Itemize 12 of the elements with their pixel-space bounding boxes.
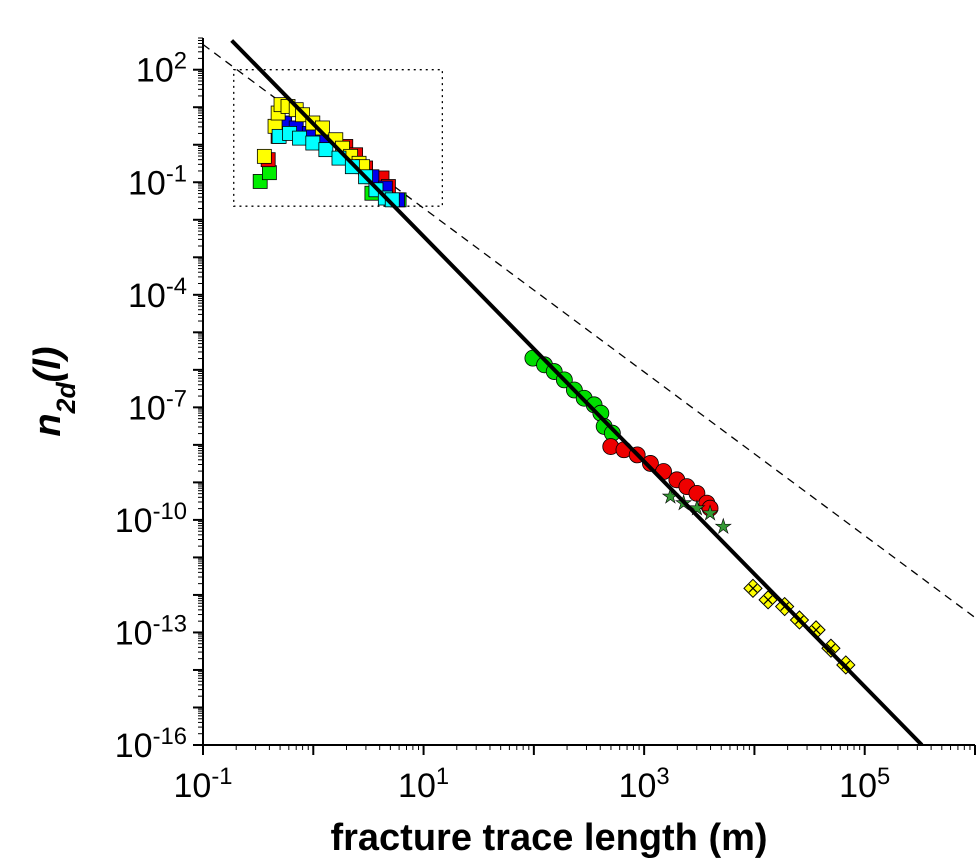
x-tick-label: 10$^{-1}$ (174, 762, 232, 805)
y-tick-label: 10$^{-1}$ (128, 160, 187, 202)
y-tick-label: 10$^{-10}$ (114, 497, 187, 540)
y-tick-label: 10$^{-16}$ (114, 722, 187, 765)
x-tick-label: 10$^{1}$ (398, 762, 450, 805)
x-axis-title: fracture trace length (m) (330, 817, 768, 859)
y-tick-label: 10$^{-7}$ (128, 384, 187, 428)
y-tick-label: 10$^{-13}$ (114, 610, 187, 652)
x-tick-label: 10$^{5}$ (839, 762, 890, 805)
x-tick-label: 10$^{3}$ (618, 762, 670, 805)
y-tick-label: 10$^{2}$ (136, 47, 187, 90)
y-tick-label: 10$^{-4}$ (128, 272, 187, 315)
